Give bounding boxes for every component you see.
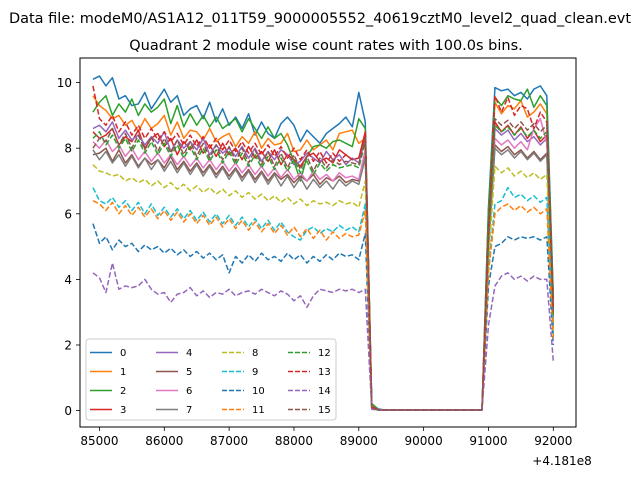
x-tick-label: 92000	[534, 434, 572, 448]
series-line-9	[92, 186, 555, 411]
legend-label-5: 5	[186, 367, 192, 378]
series-layer	[92, 75, 555, 411]
x-tick-label: 91000	[469, 434, 507, 448]
y-tick-label: 0	[64, 404, 72, 418]
legend-label-3: 3	[120, 405, 126, 416]
x-offset-label: +4.181e8	[532, 454, 591, 468]
legend-label-15: 15	[318, 405, 331, 416]
legend-label-13: 13	[318, 367, 331, 378]
y-axis: 0 2 4 6 8 10	[57, 76, 80, 418]
legend-label-2: 2	[120, 386, 126, 397]
x-tick-label: 87000	[210, 434, 248, 448]
figure-suptitle: Data file: modeM0/AS1A12_011T59_90000055…	[9, 11, 631, 27]
series-line-14	[92, 262, 555, 411]
legend-label-6: 6	[186, 386, 192, 397]
plot-frame	[79, 57, 577, 428]
x-tick-label: 86000	[145, 434, 183, 448]
y-tick-label: 4	[64, 273, 72, 287]
x-tick-label: 88000	[275, 434, 313, 448]
legend-label-4: 4	[186, 348, 192, 359]
y-tick-label: 8	[64, 142, 72, 156]
legend-box	[85, 338, 337, 421]
legend-label-14: 14	[318, 386, 331, 397]
x-tick-label: 89000	[340, 434, 378, 448]
legend-label-9: 9	[252, 367, 258, 378]
chart-title: Quadrant 2 module wise count rates with …	[129, 38, 523, 54]
y-tick-label: 10	[57, 76, 72, 90]
x-tick-label: 90000	[405, 434, 443, 448]
y-tick-label: 2	[64, 339, 72, 353]
y-tick-label: 6	[64, 207, 72, 221]
x-axis: 85000 86000 87000 88000 89000 90000 91000 92000	[80, 427, 572, 448]
legend-label-8: 8	[252, 348, 258, 359]
legend-label-7: 7	[186, 405, 192, 416]
legend-label-12: 12	[318, 348, 331, 359]
series-line-15	[92, 117, 555, 411]
legend-label-11: 11	[252, 405, 265, 416]
legend-label-0: 0	[120, 348, 126, 359]
legend-label-10: 10	[252, 386, 265, 397]
legend-label-1: 1	[120, 367, 126, 378]
x-tick-label: 85000	[80, 434, 118, 448]
